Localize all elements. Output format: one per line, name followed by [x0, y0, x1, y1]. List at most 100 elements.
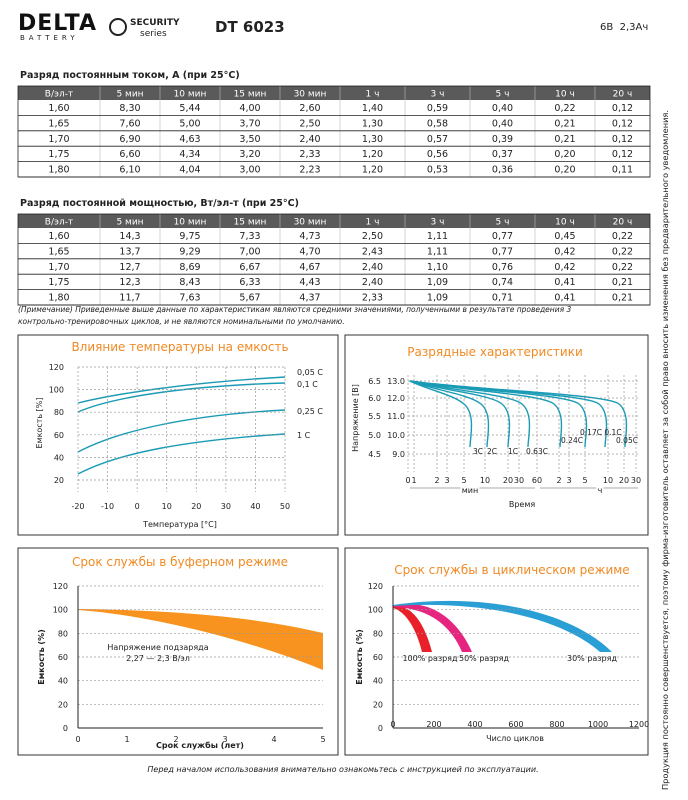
y-tick-label: 20	[58, 700, 68, 709]
cell: 1,65	[48, 118, 69, 129]
x-tick-label: 200	[426, 720, 441, 729]
x-tick-label: 5	[461, 476, 466, 485]
cell: 1,40	[362, 103, 383, 114]
cell: 3,50	[239, 134, 260, 145]
cell: 0,21	[612, 293, 633, 304]
band	[78, 609, 323, 670]
spec: 6В 2,3Ач	[600, 22, 648, 33]
y-tick-label: 6.0	[368, 394, 381, 403]
x-tick-label: 2	[556, 476, 561, 485]
cell: 2,23	[299, 165, 320, 176]
curve-label: 0.17C	[580, 428, 602, 437]
x-tick-label: -10	[101, 502, 114, 511]
x-tick-label: 0	[405, 476, 410, 485]
y-tick-label: 40	[58, 677, 68, 686]
cell: 5,44	[179, 103, 200, 114]
x-tick-label: 40	[250, 502, 260, 511]
x-tick-label: 10	[603, 476, 613, 485]
curve	[409, 380, 563, 448]
cell: 9,29	[179, 246, 200, 257]
cell: 4,37	[299, 293, 320, 304]
cell: 1,65	[48, 246, 69, 257]
x-tick-label: 3	[444, 476, 449, 485]
x-tick-label: 20	[503, 476, 513, 485]
cell: 6,33	[239, 277, 260, 288]
column-header: 20 ч	[613, 218, 633, 228]
frame	[17, 547, 339, 756]
y-tick-label: 40	[54, 453, 64, 462]
series-top: SECURITY	[130, 18, 180, 28]
cell: 0,12	[612, 134, 633, 145]
curve	[77, 382, 286, 413]
y-tick-label: 20	[373, 700, 383, 709]
frame	[344, 334, 649, 536]
column-header: 3 ч	[431, 218, 445, 228]
cell: 6,60	[119, 149, 140, 160]
column-header: 15 мин	[234, 218, 267, 228]
frame	[17, 334, 339, 536]
y-tick-label: 10.0	[387, 431, 405, 440]
cell: 0,76	[492, 262, 513, 273]
note: (Примечание) Приведенные выше данные по …	[18, 305, 571, 314]
x-tick-label: 60	[532, 476, 542, 485]
cell: 0,20	[554, 149, 575, 160]
axis-label: Емкость [%]	[35, 398, 44, 449]
curve-label: 0.24C	[561, 436, 583, 445]
y-tick-label: 9.0	[392, 450, 405, 459]
cell: 0,56	[427, 149, 448, 160]
y-tick-label: 4.5	[368, 450, 381, 459]
curve-label: 30% разряд	[567, 654, 617, 663]
cell: 0,22	[612, 262, 633, 273]
curve	[77, 433, 286, 475]
cell: 1,09	[427, 277, 448, 288]
x-tick-label: 5	[320, 735, 325, 744]
y-tick-label: 12.0	[387, 394, 405, 403]
axis-label: Время	[509, 500, 536, 509]
table-header	[18, 86, 650, 100]
cell: 1,11	[427, 246, 448, 257]
column-header: 3 ч	[431, 90, 445, 100]
cell: 0,21	[554, 118, 575, 129]
cell: 0,21	[554, 134, 575, 145]
cell: 0,22	[554, 103, 575, 114]
cell: 4,43	[299, 277, 320, 288]
column-header: В/эл-т	[45, 90, 73, 100]
chart-title: Срок службы в буферном режиме	[72, 555, 288, 569]
cell: 6,90	[119, 134, 140, 145]
curve	[393, 600, 612, 652]
x-tick-label: 3	[566, 476, 571, 485]
column-header: 30 мин	[294, 90, 327, 100]
cell: 6,10	[119, 165, 140, 176]
cell: 0,40	[492, 103, 513, 114]
curve	[393, 604, 472, 652]
column-header: 20 ч	[613, 90, 633, 100]
curve	[409, 380, 511, 448]
cell: 0,39	[492, 134, 513, 145]
x-tick-label: 600	[508, 720, 523, 729]
unit-label: ч	[598, 486, 603, 495]
curve-label: 0,05 C	[297, 368, 323, 377]
cell: 1,70	[48, 134, 69, 145]
model: DT 6023	[215, 18, 285, 36]
cell: 7,60	[119, 118, 140, 129]
cell: 5,00	[179, 118, 200, 129]
cell: 3,00	[239, 165, 260, 176]
frame	[344, 547, 649, 756]
y-tick-label: 100	[53, 606, 68, 615]
x-tick-label: 10	[480, 476, 490, 485]
cell: 1,20	[362, 149, 383, 160]
curve-label: 0,25 C	[297, 407, 323, 416]
x-tick-label: 0	[75, 735, 80, 744]
cell: 6,67	[239, 262, 260, 273]
table-border	[17, 85, 651, 178]
x-tick-label: 10	[162, 502, 172, 511]
cell: 3,20	[239, 149, 260, 160]
cell: 4,00	[239, 103, 260, 114]
y-tick-label: 0	[63, 724, 68, 733]
cell: 0,41	[554, 293, 575, 304]
y-tick-label: 13.0	[387, 377, 405, 386]
cell: 0,42	[554, 262, 575, 273]
cell: 2,43	[362, 246, 383, 257]
cell: 1,60	[48, 231, 69, 242]
curve	[409, 380, 628, 448]
